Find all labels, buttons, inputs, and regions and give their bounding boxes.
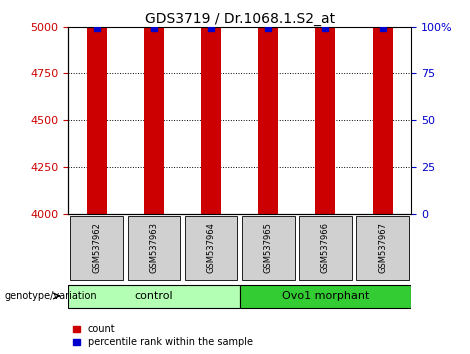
Point — [265, 25, 272, 31]
Point — [322, 25, 329, 31]
Text: GSM537966: GSM537966 — [321, 222, 330, 273]
Bar — [315, 0, 336, 214]
Point — [379, 25, 386, 31]
Bar — [242, 216, 295, 280]
Bar — [185, 216, 237, 280]
Point — [93, 25, 101, 31]
Bar — [128, 216, 180, 280]
Bar — [87, 0, 107, 214]
Bar — [240, 285, 411, 308]
Bar — [373, 0, 392, 214]
Text: GSM537964: GSM537964 — [207, 222, 216, 273]
Title: GDS3719 / Dr.1068.1.S2_at: GDS3719 / Dr.1068.1.S2_at — [145, 12, 335, 25]
Bar — [68, 285, 240, 308]
Bar — [356, 216, 409, 280]
Bar — [201, 0, 221, 214]
Point — [150, 25, 158, 31]
Bar — [144, 0, 164, 214]
Text: GSM537962: GSM537962 — [92, 222, 101, 273]
Text: GSM537965: GSM537965 — [264, 222, 273, 273]
Bar — [70, 216, 123, 280]
Text: GSM537967: GSM537967 — [378, 222, 387, 273]
Bar — [258, 0, 278, 214]
Text: Ovo1 morphant: Ovo1 morphant — [282, 291, 369, 301]
Text: GSM537963: GSM537963 — [149, 222, 158, 273]
Legend: count, percentile rank within the sample: count, percentile rank within the sample — [73, 325, 252, 347]
Bar — [299, 216, 352, 280]
Text: control: control — [134, 291, 173, 301]
Point — [207, 25, 215, 31]
Text: genotype/variation: genotype/variation — [5, 291, 97, 301]
